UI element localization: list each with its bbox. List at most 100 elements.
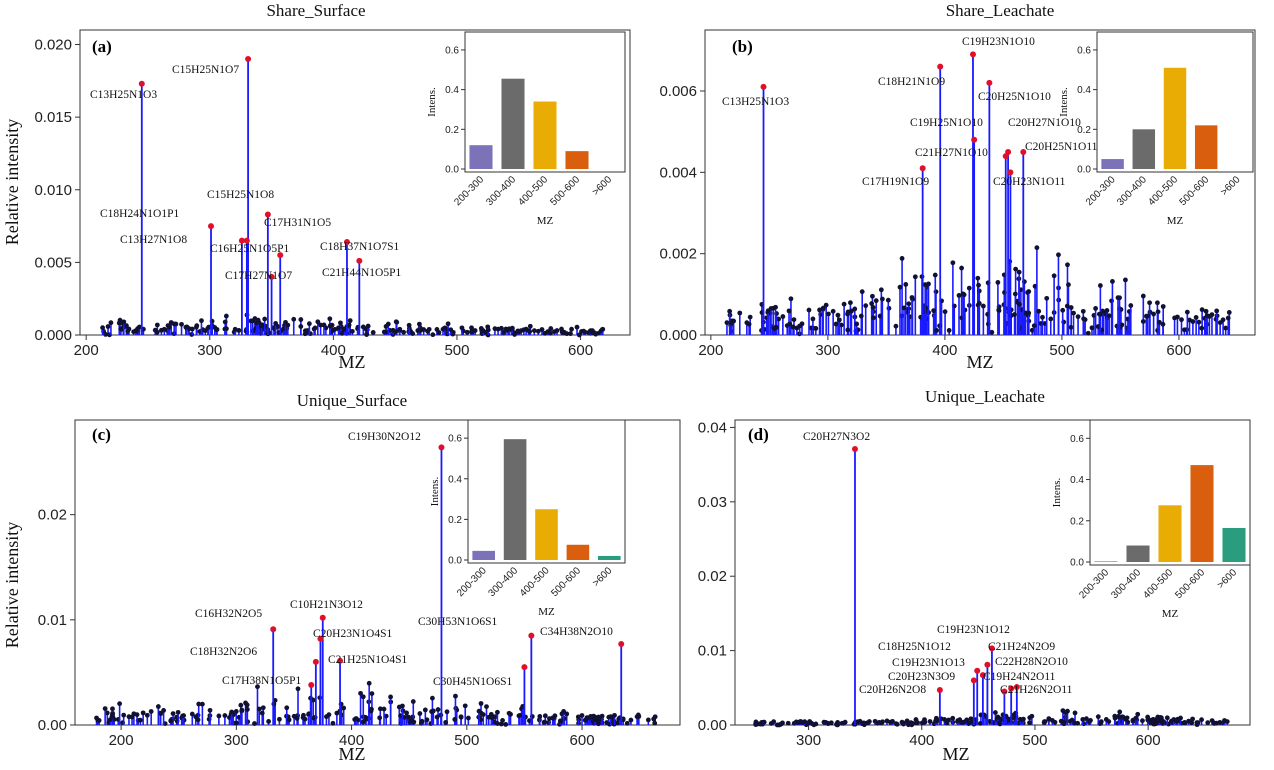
peak-dot xyxy=(995,714,1001,720)
peak-dot xyxy=(1017,301,1022,307)
x-tick-label: 400 xyxy=(321,342,346,359)
peak-dot xyxy=(835,312,841,318)
inset-y-tick-label: 0.4 xyxy=(1077,85,1091,96)
inset-bar xyxy=(533,101,557,169)
x-tick-label: 600 xyxy=(570,732,595,749)
peak-dot xyxy=(797,323,803,329)
peak-dot xyxy=(950,715,956,721)
peak-dot xyxy=(416,321,422,327)
peak-dot xyxy=(518,328,524,334)
peak-marker xyxy=(970,677,977,684)
peak-dot xyxy=(327,316,333,322)
peak-dot xyxy=(870,293,875,299)
peak-marker xyxy=(937,63,944,70)
peak-marker xyxy=(337,657,344,664)
inset-bar xyxy=(597,555,621,560)
peak-dot xyxy=(944,720,950,726)
peak-dot xyxy=(459,325,465,331)
peak-dot xyxy=(417,711,423,716)
peak-dot xyxy=(480,328,486,334)
peak-dot xyxy=(995,280,1001,285)
peak-dot xyxy=(531,328,537,333)
peak-dot xyxy=(599,713,605,719)
inset-x-tick-label: 200-300 xyxy=(452,174,486,208)
inset-y-tick-label: 0.2 xyxy=(448,515,462,526)
peak-dot xyxy=(121,712,127,718)
inset-x-tick-label: 300-400 xyxy=(484,174,518,208)
peak-marker xyxy=(270,626,277,633)
peak-dot xyxy=(737,310,743,316)
peak-dot xyxy=(349,328,355,334)
peak-dot xyxy=(360,324,366,330)
peak-dot xyxy=(238,702,244,708)
peak-dot xyxy=(330,720,336,726)
peak-dot xyxy=(411,719,417,725)
peak-dot xyxy=(628,717,634,723)
inset-x-tick-label: 500-600 xyxy=(548,174,582,208)
peak-dot xyxy=(1060,307,1066,313)
x-tick-label: 400 xyxy=(909,732,934,749)
peak-dot xyxy=(1130,717,1136,723)
peak-dot xyxy=(233,709,239,714)
peak-dot xyxy=(747,314,753,320)
peak-dot xyxy=(347,318,353,324)
peak-dot xyxy=(1071,310,1076,316)
peak-dot xyxy=(445,321,451,327)
peak-dot xyxy=(1062,710,1068,716)
peak-dot xyxy=(368,708,374,714)
y-tick-label: 0.000 xyxy=(659,327,697,344)
peak-dot xyxy=(774,722,780,728)
peak-dot xyxy=(419,718,425,724)
peak-dot xyxy=(808,720,814,726)
panel-letter: (a) xyxy=(92,37,112,56)
peak-dot xyxy=(168,718,174,724)
peak-dot xyxy=(592,717,598,722)
peak-dot xyxy=(134,712,140,718)
peak-dot xyxy=(1013,266,1019,272)
peak-dot xyxy=(110,706,115,712)
peak-dot xyxy=(383,713,389,719)
peak-dot xyxy=(223,313,229,319)
peak-dot xyxy=(144,712,150,718)
peak-dot xyxy=(1199,307,1205,313)
inset-x-tick-label: 400-500 xyxy=(516,174,550,208)
peak-label: C30H53N1O6S1 xyxy=(418,616,497,628)
peak-dot xyxy=(1140,293,1146,299)
peak-dot xyxy=(1031,323,1037,329)
peak-dot xyxy=(1068,324,1074,330)
peak-dot xyxy=(780,314,786,319)
inset-bar xyxy=(565,151,589,169)
inset-y-axis-label: Intens. xyxy=(429,476,441,506)
peak-dot xyxy=(161,708,167,713)
peak-dot xyxy=(298,317,304,322)
inset-y-tick-label: 0.6 xyxy=(448,434,462,445)
peak-dot xyxy=(207,707,213,713)
panel-title: Unique_Leachate xyxy=(925,387,1045,406)
y-tick-label: 0.004 xyxy=(659,164,697,181)
peak-dot xyxy=(327,323,333,329)
panel-title: Share_Surface xyxy=(266,1,365,20)
peak-label: C19H25N1O10 xyxy=(910,117,983,129)
x-tick-label: 300 xyxy=(224,732,249,749)
peak-dot xyxy=(977,721,983,726)
peak-dot xyxy=(503,721,509,727)
peak-marker xyxy=(308,682,315,689)
inset-x-axis-label: MZ xyxy=(538,606,555,618)
peak-dot xyxy=(424,717,430,723)
peak-dot xyxy=(126,714,132,720)
peak-dot xyxy=(255,319,261,325)
peak-dot xyxy=(365,323,371,329)
peak-dot xyxy=(377,706,383,712)
peak-dot xyxy=(636,714,642,719)
peak-dot xyxy=(964,717,970,723)
y-tick-label: 0.04 xyxy=(698,419,727,436)
peak-label: C20H27N1O10 xyxy=(1008,117,1081,129)
peak-dot xyxy=(1048,316,1054,322)
x-tick-label: 200 xyxy=(109,732,134,749)
peak-dot xyxy=(557,718,563,724)
inset-y-tick-label: 0.6 xyxy=(445,45,459,56)
peak-dot xyxy=(1199,717,1204,723)
peak-dot xyxy=(790,324,796,330)
peak-dot xyxy=(915,720,921,726)
peak-dot xyxy=(448,327,454,333)
